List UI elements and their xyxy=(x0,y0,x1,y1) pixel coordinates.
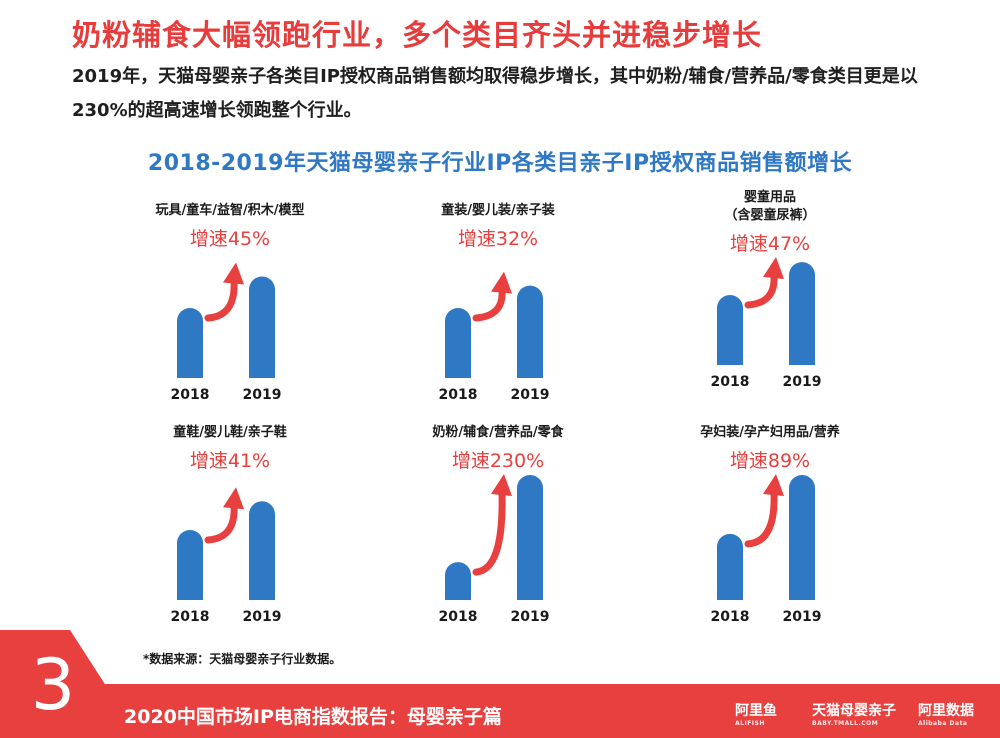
bar-2019 xyxy=(789,475,815,600)
bar-chart: 2018 2019 xyxy=(711,474,822,625)
year-label: 2018 xyxy=(171,387,210,403)
bar-2018 xyxy=(717,295,743,365)
bar-2018 xyxy=(445,562,471,600)
year-label: 2018 xyxy=(439,387,478,403)
growth-arrow-head xyxy=(491,474,512,496)
bar-chart: 2018 2019 xyxy=(439,474,550,625)
bar-chart: 2018 2019 xyxy=(171,487,282,625)
alibaba-data-logo-name: 阿里数据 xyxy=(918,703,974,719)
tmall-baby-logo-sub: BABY.TMALL.COM xyxy=(812,720,879,727)
footer-bar xyxy=(0,692,1000,738)
category-label: 童鞋/婴儿鞋/亲子鞋 xyxy=(173,425,287,440)
alibaba-data-logo-sub: Alibaba Data xyxy=(918,720,968,727)
bar-2018 xyxy=(177,530,203,600)
category-label: 玩具/童车/益智/积木/模型 xyxy=(155,203,305,218)
category-panel: 孕妇装/孕产妇用品/营养增速89% 2018 2019 xyxy=(680,420,860,635)
growth-arrow-head xyxy=(223,487,244,510)
bar-chart: 2018 2019 xyxy=(439,271,550,403)
bar-chart: 2018 2019 xyxy=(711,257,822,390)
growth-arrow-head xyxy=(491,271,512,294)
bar-2018 xyxy=(445,308,471,378)
category-label: 奶粉/辅食/营养品/零食 xyxy=(432,425,564,440)
bar-2019 xyxy=(789,262,815,365)
page-number: 3 xyxy=(30,644,76,726)
bar-chart: 2018 2019 xyxy=(171,262,282,403)
year-label: 2018 xyxy=(439,609,478,625)
year-label: 2019 xyxy=(511,387,550,403)
growth-rate-label: 增速45% xyxy=(189,228,271,250)
alifish-logo: 阿里鱼 ALIFISH xyxy=(735,700,777,727)
category-panel: 玩具/童车/益智/积木/模型增速45% 2018 2019 xyxy=(140,198,320,413)
bar-2019 xyxy=(249,501,275,600)
growth-arrow xyxy=(472,286,506,322)
growth-arrow xyxy=(204,277,238,322)
growth-arrow xyxy=(472,488,506,576)
category-label: （含婴童尿裤） xyxy=(724,208,816,223)
growth-arrow xyxy=(744,488,778,548)
growth-rate-label: 增速89% xyxy=(729,450,811,472)
category-panel: 童装/婴儿装/亲子装增速32% 2018 2019 xyxy=(408,198,588,413)
growth-arrow-head xyxy=(223,262,244,285)
category-label: 婴童用品 xyxy=(743,190,796,205)
growth-arrow xyxy=(744,271,778,309)
year-label: 2018 xyxy=(171,609,210,625)
alibaba-data-logo: 阿里数据 Alibaba Data xyxy=(918,700,974,727)
category-panel: 奶粉/辅食/营养品/零食增速230% 2018 2019 xyxy=(408,420,588,635)
year-label: 2019 xyxy=(783,609,822,625)
category-panel: 婴童用品 （含婴童尿裤） 增速47% 2018 2019 xyxy=(680,185,860,400)
footer-accent-line xyxy=(0,684,1000,692)
year-label: 2019 xyxy=(243,387,282,403)
intro-paragraph: 2019年，天猫母婴亲子各类目IP授权商品销售额均取得稳步增长，其中奶粉/辅食/… xyxy=(72,66,918,121)
chart-title: 2018-2019年天猫母婴亲子行业IP各类目亲子IP授权商品销售额增长 xyxy=(147,151,853,176)
bar-2019 xyxy=(249,276,275,378)
page-title: 奶粉辅食大幅领跑行业，多个类目齐头并进稳步增长 xyxy=(72,18,763,52)
alifish-logo-sub: ALIFISH xyxy=(735,720,765,727)
growth-rate-label: 增速230% xyxy=(451,450,545,472)
growth-arrow-head xyxy=(763,257,784,279)
growth-rate-label: 增速41% xyxy=(189,450,271,472)
tmall-baby-logo-name: 天猫母婴亲子 xyxy=(812,703,896,719)
bar-2019 xyxy=(517,285,543,378)
tmall-baby-logo: 天猫母婴亲子 BABY.TMALL.COM xyxy=(812,700,896,727)
year-label: 2019 xyxy=(243,609,282,625)
data-source-note: *数据来源：天猫母婴亲子行业数据。 xyxy=(143,652,342,666)
year-label: 2018 xyxy=(711,374,750,390)
footer-report-title: 2020中国市场IP电商指数报告：母婴亲子篇 xyxy=(124,706,502,728)
category-label: 孕妇装/孕产妇用品/营养 xyxy=(700,425,840,440)
growth-arrow-head xyxy=(763,474,784,496)
year-label: 2019 xyxy=(511,609,550,625)
category-label: 童装/婴儿装/亲子装 xyxy=(441,203,555,218)
bar-2019 xyxy=(517,475,543,600)
year-label: 2019 xyxy=(783,374,822,390)
bar-2018 xyxy=(717,533,743,600)
growth-arrow xyxy=(204,501,238,544)
category-panel: 童鞋/婴儿鞋/亲子鞋增速41% 2018 2019 xyxy=(140,420,320,635)
bar-2018 xyxy=(177,308,203,378)
growth-rate-label: 增速32% xyxy=(457,228,539,250)
alifish-logo-name: 阿里鱼 xyxy=(735,703,777,719)
growth-rate-label: 增速47% xyxy=(729,233,811,255)
year-label: 2018 xyxy=(711,609,750,625)
